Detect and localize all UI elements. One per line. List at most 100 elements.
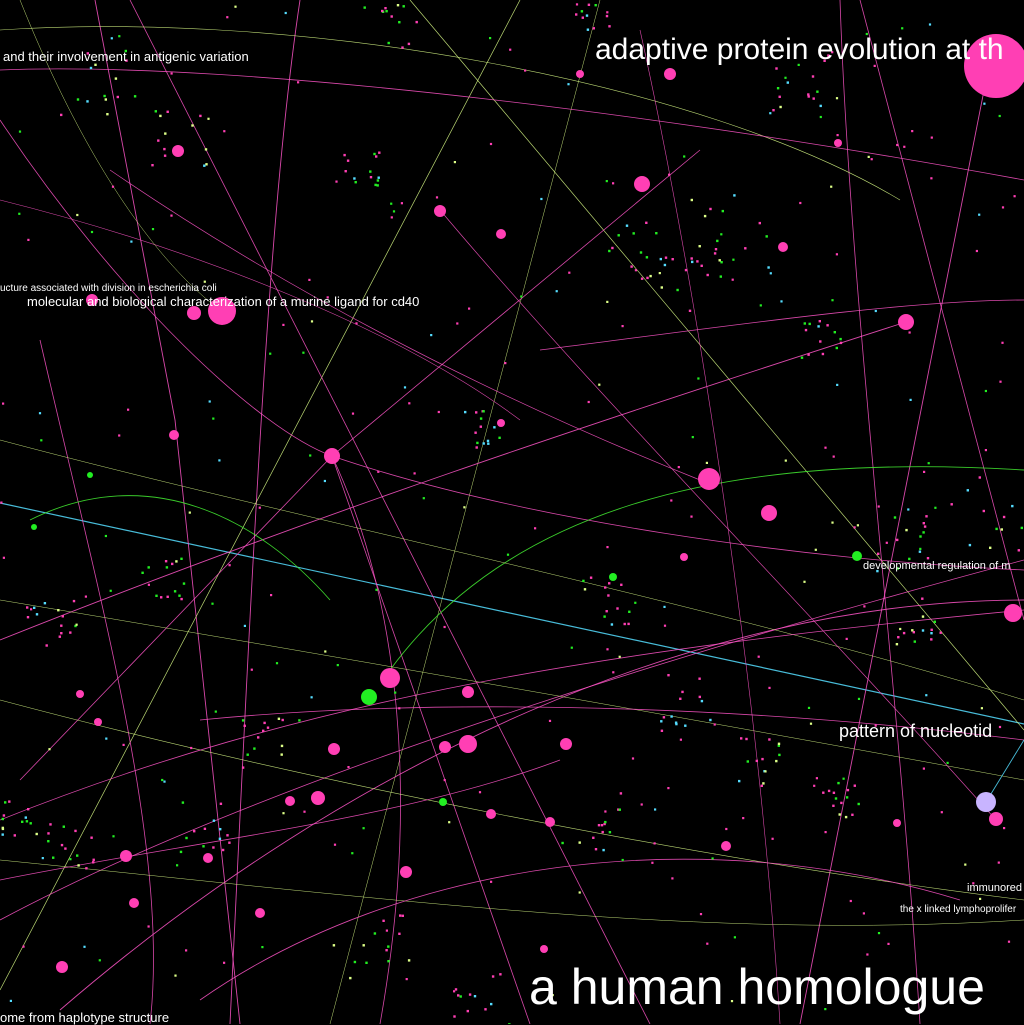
graph-dot-147 (679, 697, 682, 700)
graph-dot-546 (877, 932, 881, 935)
graph-dot-197 (832, 804, 835, 807)
graph-dot-137 (667, 674, 670, 677)
graph-node-27 (203, 853, 213, 863)
graph-dot-104 (893, 516, 897, 519)
graph-dot-566 (413, 472, 416, 475)
graph-dot-260 (459, 995, 462, 998)
graph-dot-400 (18, 130, 22, 133)
graph-node-26 (120, 850, 132, 862)
graph-dot-310 (580, 10, 584, 13)
graph-dot-374 (270, 594, 273, 597)
graph-dot-1 (76, 98, 80, 101)
node-label-developmental-regulation[interactable]: developmental regulation of m (863, 560, 1011, 572)
graph-dot-40 (151, 164, 154, 167)
graph-node-7 (86, 294, 98, 306)
graph-dot-195 (837, 781, 840, 785)
graph-dot-235 (382, 919, 385, 922)
graph-dot-465 (799, 201, 802, 205)
graph-dot-96 (908, 557, 911, 561)
graph-dot-318 (378, 151, 381, 154)
node-label-pattern-of-nucleotide[interactable]: pattern of nucleotid (839, 721, 993, 741)
graph-dot-17 (415, 20, 418, 24)
graph-dot-527 (999, 380, 1002, 383)
graph-dot-176 (85, 867, 88, 870)
graph-dot-134 (620, 583, 623, 586)
graph-dot-487 (653, 842, 656, 845)
graph-dot-155 (219, 802, 223, 805)
graph-dot-245 (365, 961, 368, 964)
graph-dot-79 (696, 260, 699, 263)
graph-dot-98 (922, 531, 925, 534)
graph-dot-607 (923, 470, 926, 473)
graph-dot-97 (896, 567, 899, 570)
graph-node-6 (187, 306, 201, 320)
graph-dot-11 (86, 52, 89, 55)
node-label-human-homologue[interactable]: a human homologue (529, 959, 985, 1015)
graph-dot-128 (604, 586, 607, 589)
graph-dot-322 (343, 153, 346, 157)
edge-1 (94, 0, 241, 1024)
graph-dot-301 (24, 816, 27, 819)
graph-dot-534 (654, 808, 657, 811)
graph-dot-472 (605, 180, 608, 183)
graph-dot-60 (639, 251, 643, 254)
node-label-x-linked-lymphoproliferative[interactable]: the x linked lymphoprolifer (900, 904, 1017, 915)
graph-dot-3 (103, 94, 106, 98)
graph-dot-349 (921, 629, 925, 632)
node-label-adaptive-protein-evolution[interactable]: adaptive protein evolution at th (595, 33, 1004, 66)
graph-dot-215 (775, 67, 778, 70)
graph-dot-132 (610, 623, 614, 626)
graph-dot-253 (468, 993, 472, 996)
graph-dot-449 (282, 812, 285, 815)
graph-dot-116 (180, 557, 183, 560)
graph-node-29 (129, 898, 139, 908)
graph-dot-611 (634, 601, 637, 604)
graph-dot-376 (127, 408, 130, 411)
graph-dot-468 (394, 691, 397, 694)
graph-dot-231 (833, 331, 836, 334)
graph-dot-52 (716, 239, 719, 243)
graph-dot-431 (1013, 195, 1016, 198)
graph-dot-50 (758, 221, 761, 225)
graph-node-35 (497, 419, 505, 427)
graph-dot-296 (25, 820, 29, 823)
graph-dot-347 (895, 643, 899, 646)
graph-dot-500 (284, 11, 287, 15)
graph-dot-526 (390, 202, 393, 205)
graph-dot-495 (489, 142, 493, 146)
node-label-haplotype-structure[interactable]: ome from haplotype structure (0, 1010, 170, 1025)
graph-dot-121 (180, 597, 183, 601)
graph-dot-5 (116, 95, 119, 99)
node-label-antigenic-variation[interactable]: and their involvement in antigenic varia… (3, 49, 249, 64)
graph-dot-378 (147, 925, 150, 928)
graph-dot-285 (482, 442, 485, 445)
graph-dot-81 (688, 309, 692, 312)
graph-dot-115 (166, 595, 169, 598)
graph-dot-129 (582, 579, 585, 583)
graph-dot-113 (165, 566, 169, 569)
graph-dot-314 (376, 179, 380, 182)
graph-dot-345 (921, 597, 924, 600)
graph-node-4 (434, 205, 446, 217)
graph-dot-555 (524, 69, 527, 72)
graph-dot-246 (385, 949, 388, 952)
node-label-immunoreactive[interactable]: immunored (967, 882, 1023, 894)
node-label-escherichia-coli-division[interactable]: ucture associated with division in esche… (0, 283, 217, 294)
graph-dot-166 (74, 829, 77, 833)
graph-dot-606 (540, 197, 543, 201)
graph-dot-228 (817, 325, 820, 328)
graph-dot-616 (1007, 940, 1011, 943)
graph-dot-307 (594, 4, 597, 7)
graph-dot-275 (476, 441, 479, 445)
node-label-murine-ligand-cd40[interactable]: molecular and biological characterizatio… (27, 294, 420, 309)
graph-dot-528 (940, 811, 943, 814)
graph-dot-148 (675, 722, 678, 726)
graph-dot-111 (173, 590, 177, 593)
graph-dot-280 (474, 431, 477, 434)
graph-dot-187 (601, 830, 604, 834)
graph-dot-272 (280, 753, 283, 756)
graph-dot-418 (606, 300, 609, 303)
graph-dot-26 (407, 42, 411, 46)
graph-dot-573 (831, 51, 834, 54)
graph-dot-350 (911, 629, 914, 632)
